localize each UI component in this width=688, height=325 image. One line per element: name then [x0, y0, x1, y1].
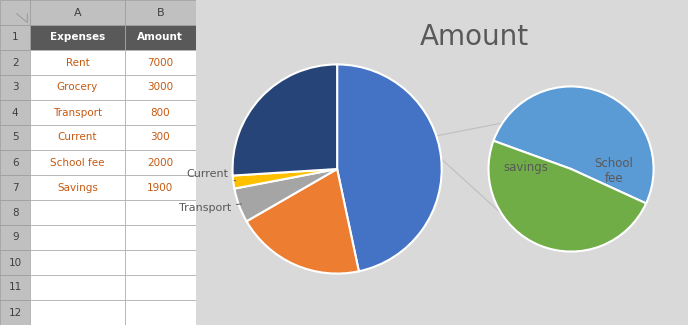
FancyBboxPatch shape: [0, 50, 30, 75]
Text: Rent: Rent: [369, 158, 398, 171]
Text: 7: 7: [12, 183, 19, 192]
Text: Rent: Rent: [65, 58, 89, 68]
Text: 1: 1: [12, 32, 19, 43]
Text: 10: 10: [9, 257, 22, 267]
FancyBboxPatch shape: [30, 50, 125, 75]
FancyBboxPatch shape: [125, 100, 196, 125]
Wedge shape: [233, 169, 337, 188]
Text: 3000: 3000: [147, 83, 173, 93]
Text: Amount: Amount: [420, 23, 529, 51]
FancyBboxPatch shape: [30, 125, 125, 150]
FancyBboxPatch shape: [0, 250, 30, 275]
FancyBboxPatch shape: [0, 175, 30, 200]
Text: 800: 800: [151, 108, 170, 118]
Text: 300: 300: [151, 133, 170, 142]
FancyBboxPatch shape: [125, 175, 196, 200]
FancyBboxPatch shape: [125, 300, 196, 325]
FancyBboxPatch shape: [125, 275, 196, 300]
Text: School fee: School fee: [50, 158, 105, 167]
FancyBboxPatch shape: [0, 275, 30, 300]
FancyBboxPatch shape: [0, 125, 30, 150]
FancyBboxPatch shape: [125, 225, 196, 250]
Wedge shape: [488, 141, 646, 252]
FancyBboxPatch shape: [30, 175, 125, 200]
FancyBboxPatch shape: [0, 0, 30, 25]
Text: 8: 8: [12, 207, 19, 217]
Text: 2: 2: [12, 58, 19, 68]
Wedge shape: [493, 86, 654, 203]
Text: A: A: [74, 7, 81, 18]
Text: Grocery: Grocery: [287, 220, 336, 233]
FancyBboxPatch shape: [125, 200, 196, 225]
FancyBboxPatch shape: [30, 225, 125, 250]
Wedge shape: [337, 64, 442, 271]
Wedge shape: [235, 169, 337, 221]
Text: Grocery: Grocery: [57, 83, 98, 93]
Text: 2000: 2000: [147, 158, 173, 167]
FancyBboxPatch shape: [30, 150, 125, 175]
Text: Amount: Amount: [138, 32, 183, 43]
Text: Savings: Savings: [57, 183, 98, 192]
FancyBboxPatch shape: [125, 125, 196, 150]
Text: Transport: Transport: [179, 203, 241, 213]
FancyBboxPatch shape: [0, 150, 30, 175]
Text: 12: 12: [8, 307, 22, 318]
FancyBboxPatch shape: [125, 250, 196, 275]
FancyBboxPatch shape: [30, 200, 125, 225]
FancyBboxPatch shape: [125, 75, 196, 100]
Text: 3: 3: [12, 83, 19, 93]
Text: 9: 9: [12, 232, 19, 242]
FancyBboxPatch shape: [125, 150, 196, 175]
FancyBboxPatch shape: [0, 300, 30, 325]
Text: School
fee: School fee: [594, 157, 634, 185]
Text: 7000: 7000: [147, 58, 173, 68]
FancyBboxPatch shape: [30, 75, 125, 100]
Wedge shape: [233, 64, 337, 176]
FancyBboxPatch shape: [0, 75, 30, 100]
Text: B: B: [156, 7, 164, 18]
Text: savings: savings: [503, 161, 548, 174]
FancyBboxPatch shape: [0, 200, 30, 225]
FancyBboxPatch shape: [30, 275, 125, 300]
Text: 1900: 1900: [147, 183, 173, 192]
Text: 5: 5: [12, 133, 19, 142]
Text: Current: Current: [58, 133, 97, 142]
FancyBboxPatch shape: [30, 300, 125, 325]
Text: Transport: Transport: [53, 108, 102, 118]
FancyBboxPatch shape: [125, 50, 196, 75]
FancyBboxPatch shape: [30, 25, 125, 50]
Text: Current: Current: [186, 169, 236, 181]
FancyBboxPatch shape: [125, 0, 196, 25]
FancyBboxPatch shape: [30, 100, 125, 125]
Text: 4: 4: [12, 108, 19, 118]
FancyBboxPatch shape: [125, 25, 196, 50]
Text: 11: 11: [8, 282, 22, 292]
Wedge shape: [246, 169, 359, 274]
FancyBboxPatch shape: [0, 225, 30, 250]
FancyBboxPatch shape: [0, 25, 30, 50]
FancyBboxPatch shape: [30, 0, 125, 25]
FancyBboxPatch shape: [0, 100, 30, 125]
Text: Expenses: Expenses: [50, 32, 105, 43]
FancyBboxPatch shape: [30, 250, 125, 275]
Text: 6: 6: [12, 158, 19, 167]
